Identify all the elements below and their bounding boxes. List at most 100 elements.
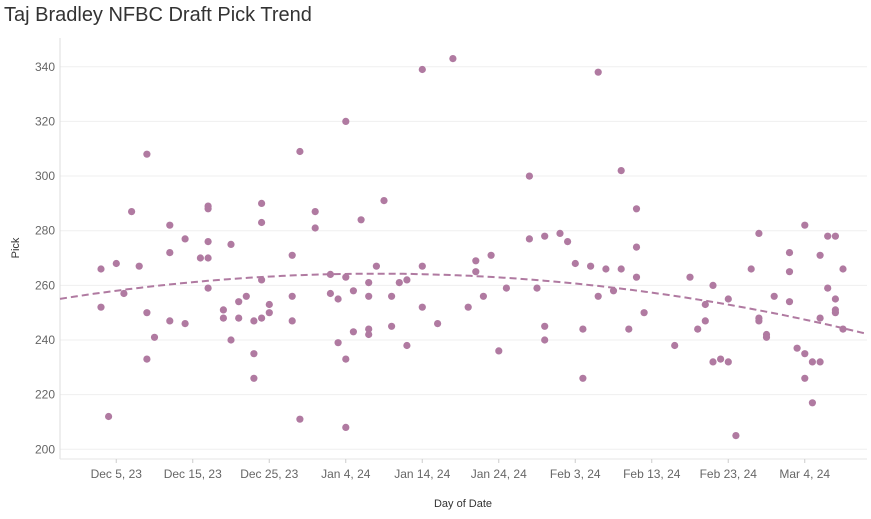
data-point[interactable] [785,298,794,306]
data-point[interactable] [265,309,273,317]
data-point[interactable] [495,347,503,355]
data-point[interactable] [587,262,595,270]
data-point[interactable] [732,432,740,440]
data-point[interactable] [219,306,227,314]
data-point[interactable] [365,292,373,300]
data-point[interactable] [204,284,212,292]
data-point[interactable] [349,287,357,295]
data-point[interactable] [365,279,373,287]
data-point[interactable] [112,259,120,268]
data-point[interactable] [143,309,151,317]
data-point[interactable] [365,325,373,333]
data-point[interactable] [449,55,457,63]
data-point[interactable] [801,374,809,382]
data-point[interactable] [196,254,204,262]
data-point[interactable] [724,295,732,303]
data-point[interactable] [808,358,817,366]
data-point[interactable] [801,350,809,358]
data-point[interactable] [235,298,243,306]
data-point[interactable] [602,265,610,273]
data-point[interactable] [372,262,380,270]
data-point[interactable] [311,224,319,232]
data-point[interactable] [632,273,641,281]
data-point[interactable] [701,317,709,325]
data-point[interactable] [533,284,541,292]
data-point[interactable] [97,265,105,273]
data-point[interactable] [166,221,174,229]
data-point[interactable] [839,325,847,333]
data-point[interactable] [816,314,824,322]
data-point[interactable] [227,336,235,344]
data-point[interactable] [242,292,250,300]
data-point[interactable] [541,322,549,330]
data-point[interactable] [288,251,296,259]
data-point[interactable] [296,147,304,156]
data-point[interactable] [831,295,840,303]
data-point[interactable] [403,276,411,284]
data-point[interactable] [625,325,633,333]
data-point[interactable] [479,292,487,300]
data-point[interactable] [632,243,641,251]
data-point[interactable] [181,235,189,243]
data-point[interactable] [105,412,113,421]
data-point[interactable] [801,221,809,229]
data-point[interactable] [556,229,564,237]
data-point[interactable] [258,199,266,207]
data-point[interactable] [395,279,403,287]
data-point[interactable] [250,374,258,382]
data-point[interactable] [709,281,717,289]
data-point[interactable] [357,216,365,224]
data-point[interactable] [502,284,510,292]
data-point[interactable] [816,251,824,259]
data-point[interactable] [326,270,334,278]
data-point[interactable] [609,287,618,295]
data-point[interactable] [694,325,702,333]
data-point[interactable] [235,314,243,322]
data-point[interactable] [831,232,840,240]
data-point[interactable] [541,232,549,240]
data-point[interactable] [388,292,396,300]
data-point[interactable] [258,276,266,284]
data-point[interactable] [632,205,641,213]
data-point[interactable] [204,254,212,262]
data-point[interactable] [311,208,319,216]
data-point[interactable] [97,303,105,311]
data-point[interactable] [824,232,832,240]
data-point[interactable] [120,289,128,298]
data-point[interactable] [334,339,342,347]
data-point[interactable] [640,309,648,317]
data-point[interactable] [724,358,732,366]
data-point[interactable] [839,265,847,273]
data-point[interactable] [472,268,480,276]
data-point[interactable] [755,317,763,325]
data-point[interactable] [770,292,778,300]
data-point[interactable] [342,273,350,281]
data-point[interactable] [686,273,694,281]
data-point[interactable] [166,249,174,257]
data-point[interactable] [349,328,357,336]
data-point[interactable] [128,208,136,216]
data-point[interactable] [541,336,549,344]
data-point[interactable] [564,238,572,246]
data-point[interactable] [579,374,587,382]
data-point[interactable] [525,235,534,243]
data-point[interactable] [403,341,411,350]
data-point[interactable] [150,333,159,341]
data-point[interactable] [808,399,817,407]
data-point[interactable] [747,265,755,273]
data-point[interactable] [380,197,388,205]
data-point[interactable] [617,265,625,273]
data-point[interactable] [487,251,495,259]
data-point[interactable] [785,268,794,276]
data-point[interactable] [617,167,625,175]
data-point[interactable] [571,259,579,268]
data-point[interactable] [288,317,296,325]
data-point[interactable] [342,423,350,431]
data-point[interactable] [296,415,304,423]
data-point[interactable] [135,262,143,270]
data-point[interactable] [472,257,480,265]
data-point[interactable] [579,325,587,333]
data-point[interactable] [181,320,189,328]
data-point[interactable] [342,355,350,363]
data-point[interactable] [365,330,373,339]
